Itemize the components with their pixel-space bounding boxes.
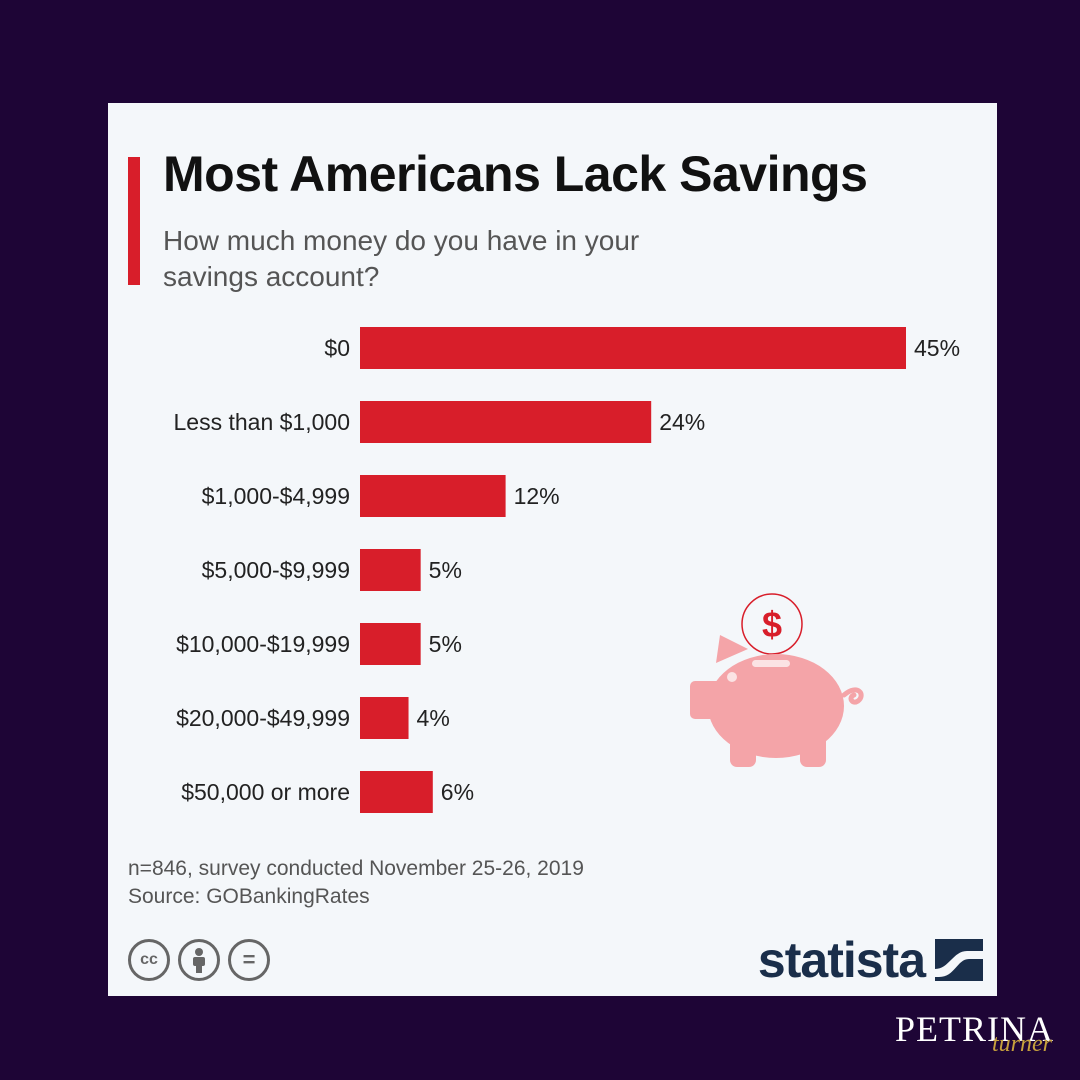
bar [360,771,433,813]
bar-chart: $0 45% Less than $1,000 24% $1,000-$4,999 12%… [174,327,960,813]
value-label: 45% [914,335,960,361]
piggy-eye [727,672,737,682]
piggy-front-leg [730,731,756,767]
statista-brand[interactable]: statista [758,931,983,989]
piggy-tail [841,687,864,705]
watermark-sub: turner [992,1031,1052,1057]
category-label: $1,000-$4,999 [202,483,350,509]
survey-note: n=846, survey conducted November 25-26, … [128,857,584,880]
category-label: $20,000-$49,999 [176,705,350,731]
bar [360,327,906,369]
value-label: 12% [514,483,560,509]
category-label: $0 [324,335,350,361]
value-label: 5% [429,631,462,657]
piggy-back-leg [800,731,826,767]
coin-outline [741,593,803,655]
attribution-icon[interactable] [178,939,220,981]
bar [360,401,652,443]
value-label: 24% [659,409,705,435]
title-accent-bar [128,157,140,285]
bar [360,549,421,591]
category-label: $50,000 or more [181,779,350,805]
source-note: Source: GOBankingRates [128,885,370,908]
category-label: Less than $1,000 [174,409,350,435]
footnote: n=846, survey conducted November 25-26, … [128,855,584,911]
bar [360,697,409,739]
value-label: 6% [441,779,474,805]
chart-subtitle: How much money do you have in your savin… [163,225,640,292]
piggy-bank-icon: $ [690,593,864,767]
coin-dollar-sign: $ [762,604,782,645]
statista-logo-icon [935,939,983,981]
petrina-turner-watermark: PETRINA turner [895,1010,1054,1056]
cc-icon[interactable]: cc [128,939,170,981]
category-label: $5,000-$9,999 [202,557,350,583]
statista-wordmark: statista [757,932,926,988]
value-label: 5% [429,557,462,583]
no-derivatives-icon[interactable]: = [228,939,270,981]
value-label: 4% [417,705,450,731]
bar [360,475,506,517]
bar [360,623,421,665]
coin-slot [752,660,790,667]
category-label: $10,000-$19,999 [176,631,350,657]
watermark-main: PETRINA [895,1009,1054,1049]
piggy-snout [690,681,722,719]
piggy-ear [716,635,748,663]
chart-title: Most Americans Lack Savings [163,146,868,202]
chart-card: Most Americans Lack Savings How much mon… [108,103,997,996]
license-icons: cc = [128,939,270,981]
